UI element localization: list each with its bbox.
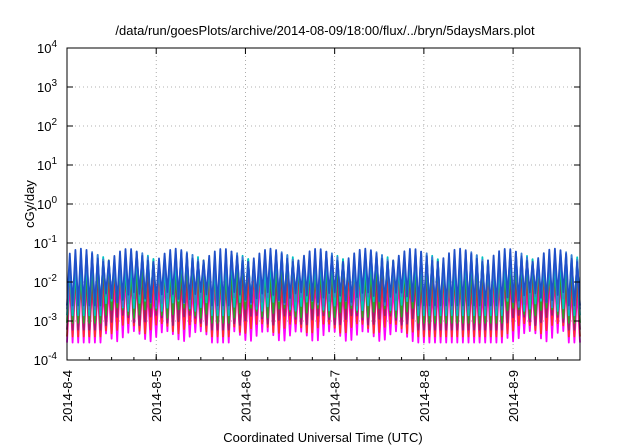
y-tick-label: 10-1 bbox=[34, 234, 58, 251]
x-tick-label: 2014-8-5 bbox=[149, 370, 164, 422]
y-axis-label: cGy/day bbox=[22, 180, 37, 228]
x-tick-label: 2014-8-4 bbox=[60, 370, 75, 422]
x-tick-label: 2014-8-8 bbox=[417, 370, 432, 422]
y-tick-label: 101 bbox=[37, 156, 57, 173]
x-tick-label: 2014-8-7 bbox=[328, 370, 343, 422]
y-tick-label: 10-2 bbox=[34, 273, 58, 290]
series-group bbox=[66, 247, 581, 344]
x-tick-label: 2014-8-6 bbox=[238, 370, 253, 422]
y-tick-label: 102 bbox=[37, 117, 57, 134]
x-axis-label: Coordinated Universal Time (UTC) bbox=[223, 430, 422, 445]
y-tick-label: 10-4 bbox=[34, 351, 58, 368]
y-tick-label: 104 bbox=[37, 39, 57, 56]
chart-title: /data/run/goesPlots/archive/2014-08-09/1… bbox=[115, 23, 535, 38]
y-tick-label: 10-3 bbox=[34, 312, 58, 329]
axis-ticks: 10-4 10-3 10-2 10-1 100 101 102 103 104 2014-8-4 2… bbox=[34, 39, 581, 422]
series-line bbox=[66, 247, 581, 307]
x-tick-label: 2014-8-9 bbox=[506, 370, 521, 422]
y-tick-label: 100 bbox=[37, 195, 57, 212]
y-tick-label: 103 bbox=[37, 78, 57, 95]
